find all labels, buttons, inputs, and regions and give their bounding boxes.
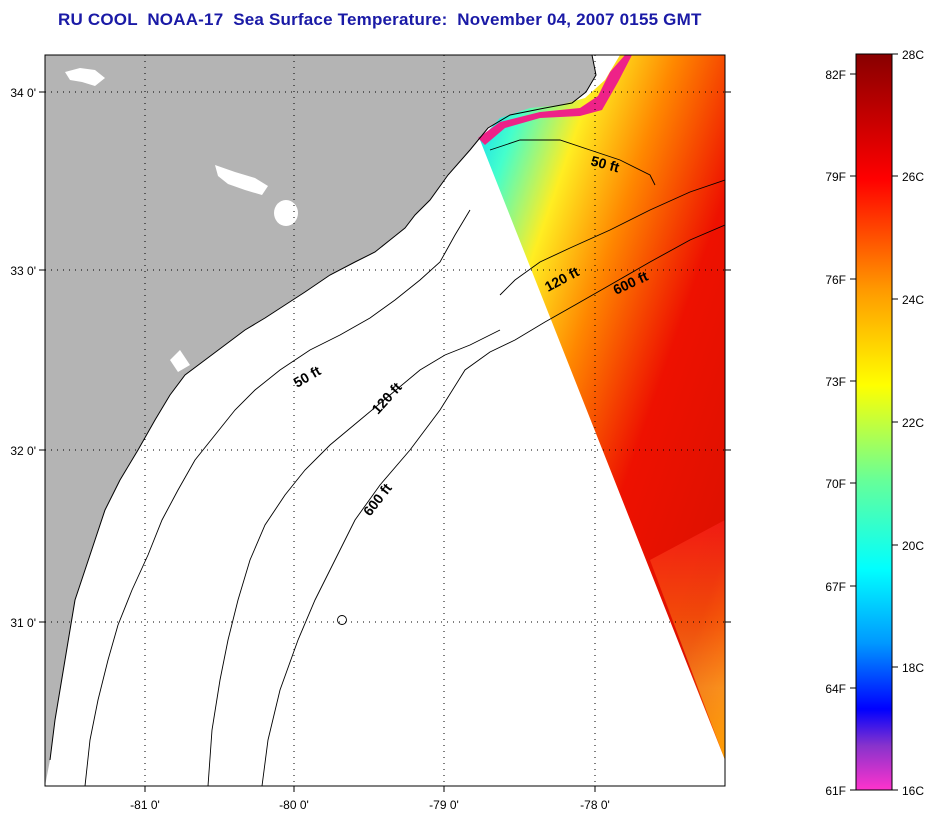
lon-label-81: -81 0' [130,798,160,812]
lat-label-33: 33 0' [10,264,36,278]
lon-label-78: -78 0' [580,798,610,812]
sst-swath-edge [650,520,725,760]
colorbar-c-label-26: 26C [902,170,924,184]
colorbar-f-label-73: 73F [825,375,846,389]
colorbar-c-label-28: 28C [902,48,924,62]
colorbar-f-label-61: 61F [825,784,846,798]
colorbar-f-label-70: 70F [825,477,846,491]
land-mass [45,55,596,786]
colorbar-f-label-79: 79F [825,170,846,184]
contour-600ft-closed [337,615,347,625]
contour-120ft [207,179,725,786]
coastal-warm-band [478,55,632,145]
lat-label-32: 32 0' [10,444,36,458]
colorbar-c-label-22: 22C [902,416,924,430]
colorbar-c-label-24: 24C [902,293,924,307]
colorbar-c-label-20: 20C [902,539,924,553]
lat-label-31: 31 0' [10,616,36,630]
colorbar-f-label-82: 82F [825,68,846,82]
colorbar: 82F 79F 76F 73F 70F 67F 64F 61F 28C 26C … [825,48,924,798]
axis-ticks [39,91,731,792]
colorbar-f-label-67: 67F [825,580,846,594]
colorbar-c-label-18: 18C [902,661,924,675]
colorbar-scale [855,53,893,791]
map-title: RU COOL NOAA-17 Sea Surface Temperature:… [58,10,702,29]
colorbar-c-label-16: 16C [902,784,924,798]
colorbar-f-label-64: 64F [825,682,846,696]
lon-label-79: -79 0' [429,798,459,812]
contour-600ft [261,224,725,786]
colorbar-f-label-76: 76F [825,273,846,287]
coastline [49,55,597,761]
contour-label-50ft-north: 50 ft [589,152,621,175]
lon-label-80: -80 0' [279,798,309,812]
colorbar-ticks [850,53,898,791]
contour-50ft [84,139,656,786]
map-frame [44,54,726,787]
lat-label-34: 34 0' [10,86,36,100]
inland-lakes [65,68,405,372]
